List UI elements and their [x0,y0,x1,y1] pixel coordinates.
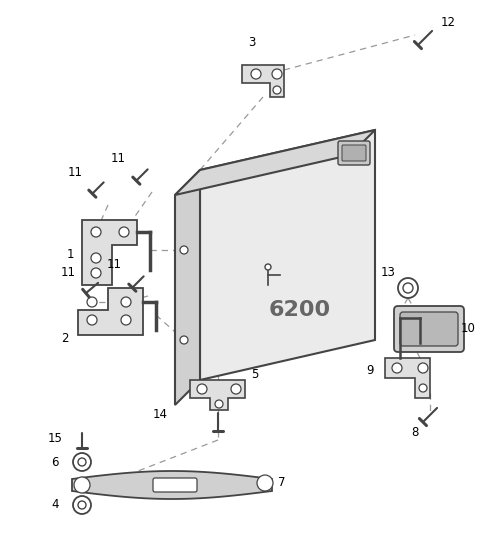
Text: 12: 12 [441,15,456,29]
Circle shape [180,246,188,254]
Polygon shape [78,288,143,335]
Circle shape [272,69,282,79]
Text: 7: 7 [278,476,286,489]
Circle shape [87,297,97,307]
Text: 9: 9 [366,364,374,376]
Circle shape [197,384,207,394]
Polygon shape [385,358,430,398]
Circle shape [419,384,427,392]
Text: 14: 14 [153,408,168,422]
FancyBboxPatch shape [342,145,366,161]
Circle shape [91,268,101,278]
Circle shape [180,336,188,344]
Text: 6: 6 [51,456,59,468]
Text: 11: 11 [68,165,83,179]
Circle shape [87,315,97,325]
Polygon shape [242,65,284,97]
Circle shape [91,253,101,263]
Circle shape [91,227,101,237]
Polygon shape [175,130,375,195]
Text: 13: 13 [381,266,396,278]
Circle shape [392,363,402,373]
Polygon shape [82,220,137,285]
FancyBboxPatch shape [153,478,197,492]
Text: 11: 11 [107,258,121,272]
Text: 4: 4 [51,499,59,511]
Circle shape [231,384,241,394]
Circle shape [273,86,281,94]
Circle shape [119,227,129,237]
Text: 2: 2 [61,332,69,344]
Circle shape [418,363,428,373]
Text: 10: 10 [461,321,475,334]
Text: 1: 1 [66,249,74,262]
FancyBboxPatch shape [394,306,464,352]
Text: 11: 11 [60,266,75,278]
Polygon shape [190,380,245,410]
Text: 6200: 6200 [269,300,331,320]
Circle shape [74,477,90,493]
Text: 15: 15 [48,431,62,445]
Polygon shape [175,170,200,405]
Circle shape [121,297,131,307]
Text: 3: 3 [248,35,256,48]
Circle shape [251,69,261,79]
Polygon shape [72,471,272,499]
Circle shape [257,475,273,491]
Circle shape [215,400,223,408]
Circle shape [121,315,131,325]
Polygon shape [200,130,375,380]
Text: 5: 5 [252,369,259,381]
FancyBboxPatch shape [338,141,370,165]
Text: 11: 11 [110,152,125,165]
Text: 8: 8 [411,425,419,439]
FancyBboxPatch shape [400,312,458,346]
Circle shape [265,264,271,270]
